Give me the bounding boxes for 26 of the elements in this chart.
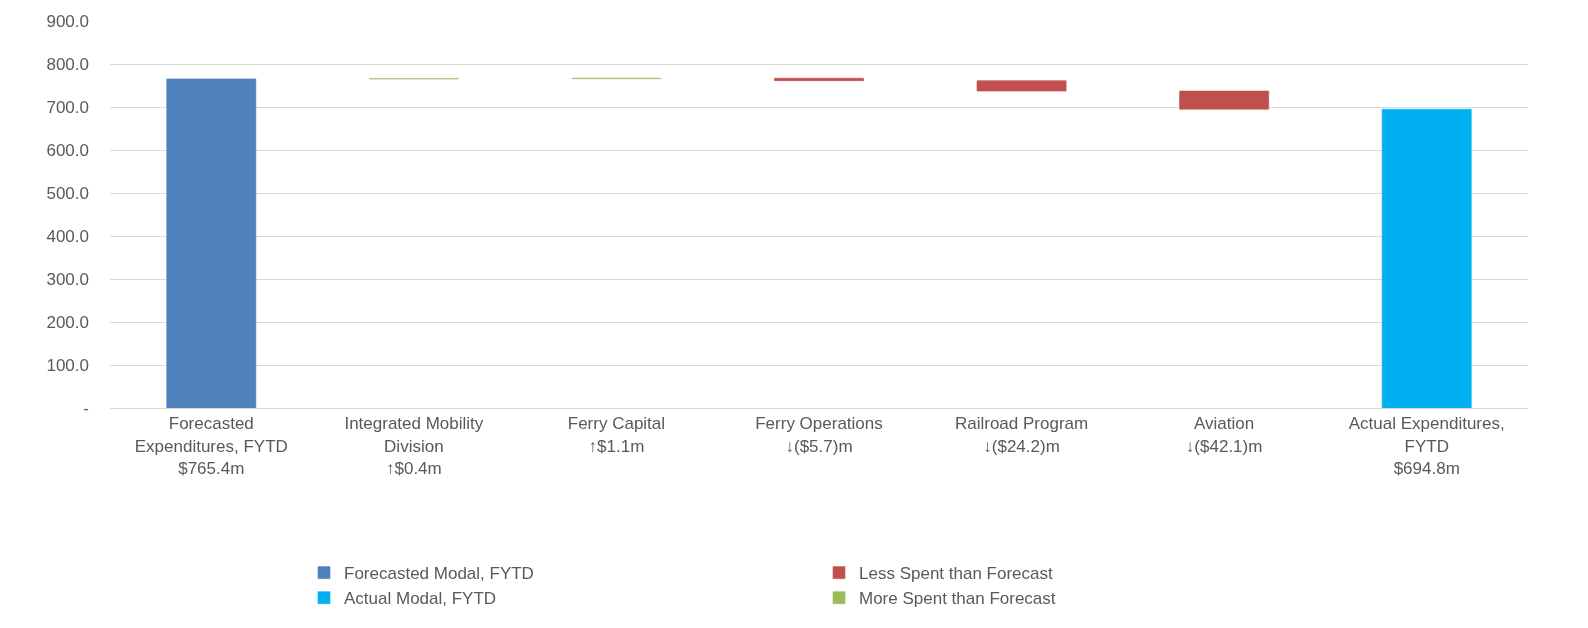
x-tick-label: Integrated Mobility Division ↑$0.4m (344, 414, 484, 478)
y-tick-label: 400.0 (46, 226, 89, 246)
x-tick-label: Railroad Program ↓($24.2)m (954, 414, 1089, 456)
y-tick-label: 700.0 (46, 97, 89, 117)
legend-label: Less Spent than Forecast (859, 564, 1053, 584)
x-tick-label: Actual Expenditures, FYTD $694.8m (1348, 414, 1505, 478)
bar (166, 78, 257, 408)
x-tick-label: Forecasted Expenditures, FYTD $765.4m (134, 414, 288, 478)
y-tick-label: 800.0 (46, 54, 89, 74)
x-tick-label: Aviation ↓($42.1)m (1185, 414, 1263, 456)
legend-label: Forecasted Modal, FYTD (344, 564, 534, 584)
legend-label: More Spent than Forecast (859, 589, 1056, 609)
bar (1381, 108, 1472, 408)
x-tick-label: Ferry Capital ↑$1.1m (567, 414, 666, 456)
y-tick-label: 200.0 (46, 312, 89, 332)
legend-label: Actual Modal, FYTD (344, 589, 497, 609)
y-tick-label: - (83, 398, 89, 418)
bar (774, 77, 864, 81)
x-tick-label: Ferry Operations ↓($5.7)m (755, 414, 883, 456)
y-tick-label: 100.0 (46, 355, 89, 375)
y-tick-label: 900.0 (46, 11, 89, 31)
y-tick-label: 600.0 (46, 140, 89, 160)
bar (976, 80, 1067, 92)
y-tick-label: 300.0 (46, 269, 89, 289)
bar (1179, 90, 1270, 110)
y-tick-label: 500.0 (46, 183, 89, 203)
